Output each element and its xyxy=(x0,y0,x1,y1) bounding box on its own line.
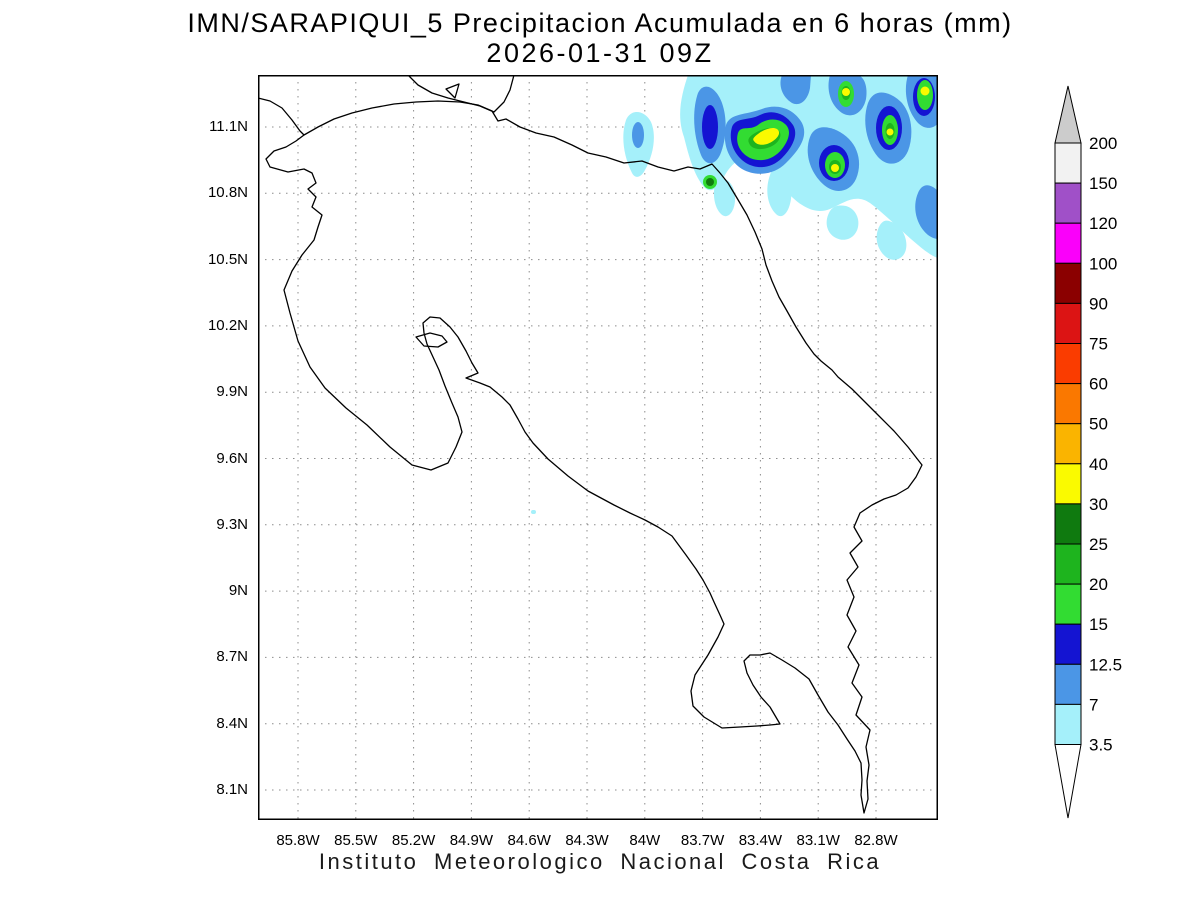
lon-tick-label: 84.3W xyxy=(565,832,609,849)
colorbar-label: 150 xyxy=(1089,174,1117,193)
colorbar-bottom-arrow xyxy=(1054,744,1082,819)
precip-area-7mm xyxy=(632,122,644,148)
precip-area-25mm xyxy=(706,178,714,186)
colorbar: 200 150 120 100 90 75 60 50 40 30 25 20 15 12.5 7 3.5 xyxy=(1054,85,1122,819)
colorbar-segment xyxy=(1054,583,1082,625)
colorbar-segment xyxy=(1054,623,1082,665)
lat-tick-label: 8.1N xyxy=(216,781,248,798)
colorbar-segment xyxy=(1054,703,1082,746)
colorbar-label: 75 xyxy=(1089,335,1108,354)
precip-area-7mm xyxy=(915,185,938,239)
coastlines-group xyxy=(258,75,923,814)
colorbar-segment xyxy=(1054,543,1082,585)
precip-area-30mm xyxy=(753,127,780,145)
colorbar-segment xyxy=(1054,463,1082,505)
colorbar-segment xyxy=(1054,222,1082,264)
lon-tick-label: 84W xyxy=(629,832,661,849)
colorbar-label: 12.5 xyxy=(1089,655,1122,674)
valid-time-subtitle: 2026-01-31 09Z xyxy=(486,38,714,68)
colorbar-label: 15 xyxy=(1089,615,1108,634)
colorbar-segment xyxy=(1054,663,1082,705)
colorbar-label: 7 xyxy=(1089,695,1098,714)
lon-tick-label: 84.9W xyxy=(449,832,494,849)
graticule xyxy=(258,75,938,820)
precip-area-12.5mm xyxy=(702,105,718,149)
colorbar-label: 200 xyxy=(1089,134,1117,153)
lat-tick-label: 9.6N xyxy=(216,449,248,467)
lat-tick-label: 10.8N xyxy=(207,184,248,202)
chira-island xyxy=(415,332,448,348)
precip-area-3.5mm xyxy=(767,168,792,217)
colorbar-label: 30 xyxy=(1089,495,1108,514)
lat-tick-label: 11.1N xyxy=(209,118,248,135)
lon-tick-label: 85.5W xyxy=(334,832,378,849)
precip-area-30mm xyxy=(886,128,894,136)
lat-tick-label: 8.4N xyxy=(216,714,248,732)
colorbar-label: 20 xyxy=(1089,575,1108,594)
precip-area-30mm xyxy=(831,164,839,172)
lon-tick-label: 84.6W xyxy=(507,832,551,849)
precip-area-30mm xyxy=(842,88,850,96)
lon-tick-label: 83.4W xyxy=(738,832,783,849)
page-title: IMN/SARAPIQUI_5 Precipitacion Acumulada … xyxy=(187,8,1013,38)
colorbar-label: 100 xyxy=(1089,254,1117,273)
colorbar-segment xyxy=(1054,383,1082,425)
colorbar-segment xyxy=(1054,142,1082,184)
lon-tick-label: 85.8W xyxy=(276,832,320,849)
colorbar-label: 50 xyxy=(1089,415,1108,434)
precip-area-7mm xyxy=(780,75,811,105)
colorbar-label: 60 xyxy=(1089,375,1108,394)
lon-tick-label: 83.1W xyxy=(796,832,840,849)
colorbar-segment xyxy=(1054,262,1082,304)
colorbar-top-arrow xyxy=(1054,85,1082,144)
colorbar-segment xyxy=(1054,302,1082,344)
lon-tick-label: 82.8W xyxy=(854,832,898,849)
lat-tick-label: 10.5N xyxy=(207,250,248,268)
colorbar-label: 120 xyxy=(1089,214,1117,233)
colorbar-segment xyxy=(1054,343,1082,385)
lake-nicaragua-shore xyxy=(407,75,515,113)
precipitation-shading xyxy=(531,75,938,514)
lat-tick-label: 9.3N xyxy=(216,515,248,533)
lat-tick-label: 9.9N xyxy=(216,383,248,401)
lat-tick-label: 10.2N xyxy=(207,316,248,334)
precip-area-30mm xyxy=(920,86,930,96)
colorbar-segment xyxy=(1054,503,1082,545)
precip-area-3.5mm xyxy=(826,205,859,240)
lon-tick-label: 83.7W xyxy=(680,832,725,849)
precip-area-3.5mm xyxy=(713,178,736,217)
precip-speck xyxy=(531,510,536,514)
footer-caption: Instituto Meteorologico Nacional Costa R… xyxy=(318,849,882,874)
lat-tick-label: 9N xyxy=(228,582,248,600)
colorbar-segment xyxy=(1054,182,1082,224)
lon-tick-label: 85.2W xyxy=(391,832,436,849)
solentiname-island xyxy=(445,83,460,99)
colorbar-label: 3.5 xyxy=(1089,736,1113,755)
colorbar-label: 25 xyxy=(1089,535,1108,554)
plot-frame xyxy=(258,75,938,820)
colorbar-segment xyxy=(1054,423,1082,465)
colorbar-label: 90 xyxy=(1089,294,1108,313)
map-plot xyxy=(258,75,938,820)
costa-rica-outline xyxy=(258,97,923,814)
colorbar-label: 40 xyxy=(1089,455,1108,474)
precip-area-3.5mm xyxy=(876,220,907,260)
lat-tick-label: 8.7N xyxy=(216,648,248,666)
